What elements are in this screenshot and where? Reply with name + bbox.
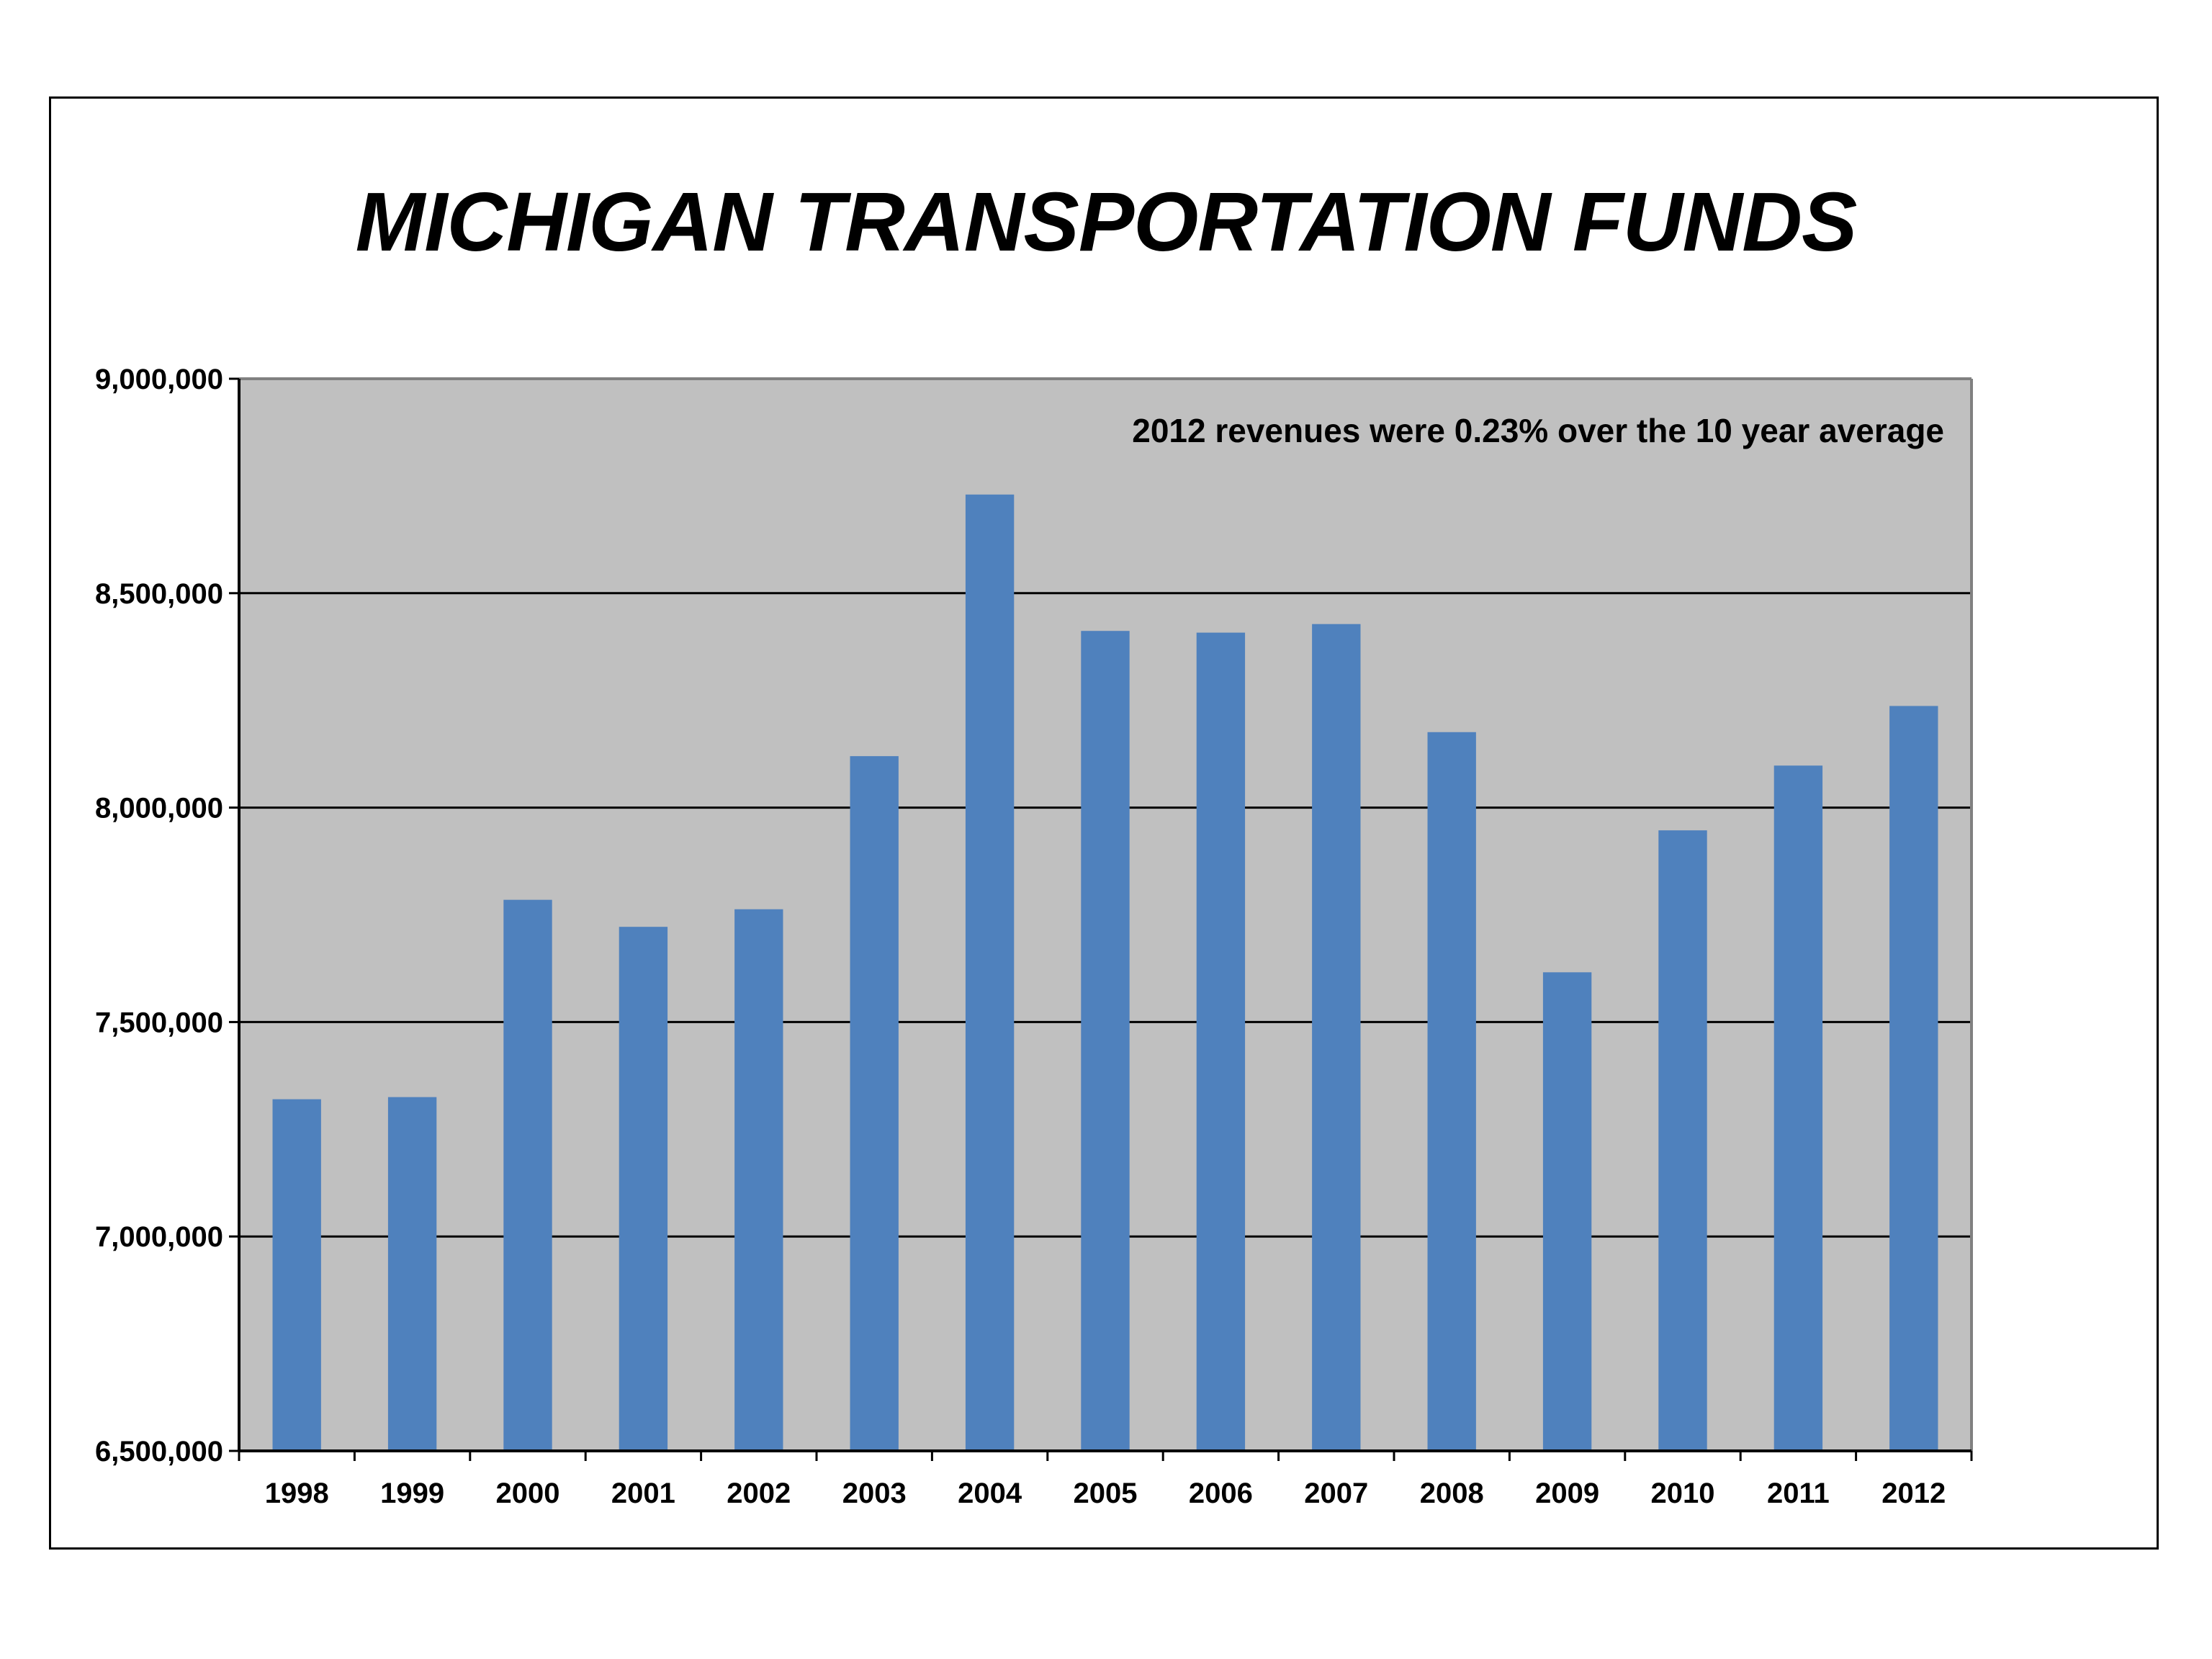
x-tick-label: 1998	[265, 1478, 329, 1509]
bar-2003	[850, 756, 899, 1451]
bar-2011	[1773, 765, 1823, 1451]
x-tick-label: 2003	[842, 1478, 907, 1509]
bar-1999	[387, 1097, 437, 1451]
x-tick-label: 1999	[380, 1478, 444, 1509]
x-tick-label: 2006	[1189, 1478, 1253, 1509]
y-tick-label: 8,500,000	[95, 578, 223, 610]
bar-2000	[503, 899, 552, 1451]
x-tick-label: 2008	[1420, 1478, 1484, 1509]
y-tick-label: 8,000,000	[95, 793, 223, 824]
x-tick-label: 2005	[1074, 1478, 1138, 1509]
y-tick-label: 7,500,000	[95, 1007, 223, 1038]
bar-2010	[1658, 830, 1707, 1451]
chart-annotation: 2012 revenues were 0.23% over the 10 yea…	[1132, 412, 1944, 449]
x-tick-label: 2011	[1767, 1478, 1830, 1509]
bar-2008	[1427, 732, 1476, 1451]
bar-2012	[1889, 706, 1938, 1451]
bar-2007	[1312, 624, 1361, 1451]
y-tick-label: 6,500,000	[95, 1436, 223, 1467]
x-tick-label: 2004	[958, 1478, 1022, 1509]
chart-title: MICHIGAN TRANSPORTATION FUNDS	[355, 175, 1858, 269]
x-tick-label: 2001	[611, 1478, 675, 1509]
x-tick-label: 2000	[496, 1478, 560, 1509]
x-tick-label: 2012	[1881, 1478, 1946, 1509]
bar-1998	[272, 1099, 321, 1451]
x-tick-label: 2002	[727, 1478, 791, 1509]
bar-2006	[1196, 632, 1246, 1451]
bar-2004	[965, 494, 1015, 1451]
x-tick-label: 2007	[1304, 1478, 1368, 1509]
bar-2002	[734, 909, 783, 1451]
y-tick-label: 7,000,000	[95, 1221, 223, 1253]
bar-2009	[1542, 972, 1592, 1451]
y-tick-label: 9,000,000	[95, 364, 223, 395]
bar-2001	[619, 927, 668, 1451]
x-tick-label: 2010	[1651, 1478, 1715, 1509]
x-tick-label: 2009	[1535, 1478, 1599, 1509]
chart-frame	[49, 96, 2159, 1550]
bar-2005	[1081, 631, 1130, 1451]
